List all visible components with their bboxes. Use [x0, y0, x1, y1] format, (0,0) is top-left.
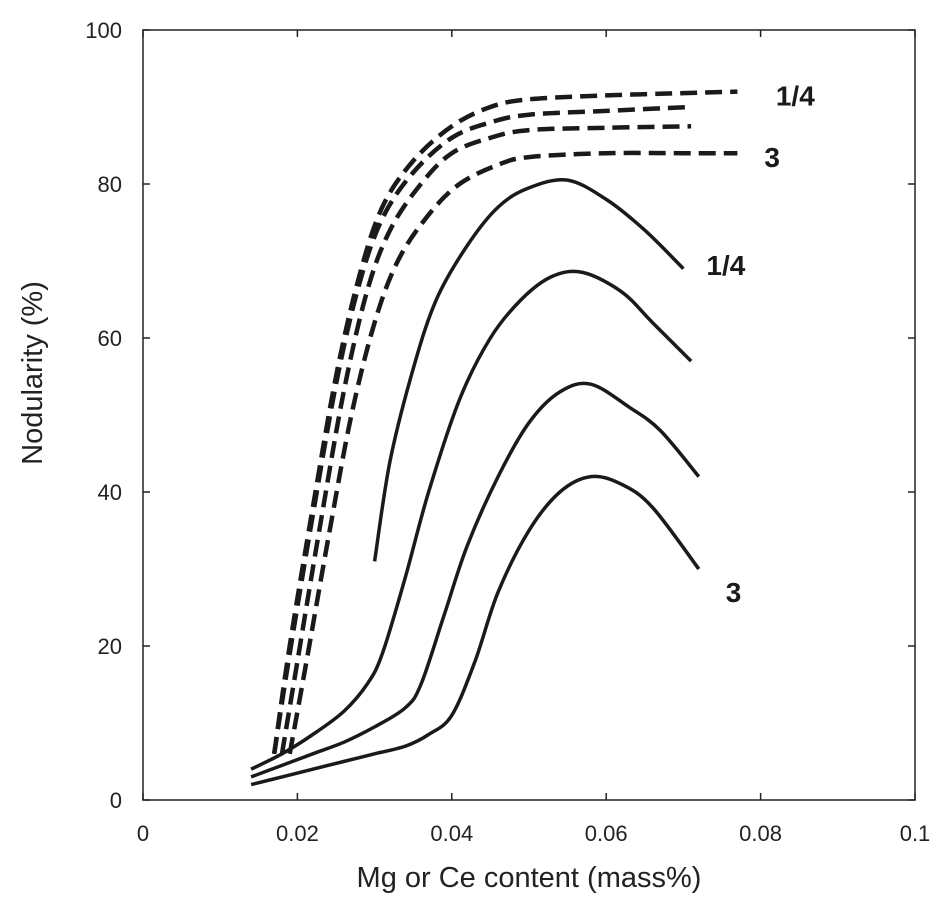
solid-series-line-7	[250, 381, 701, 779]
solid-series-line-8	[250, 474, 701, 787]
dashed-series-line-4	[287, 150, 738, 755]
x-tick-label: 0.08	[739, 821, 782, 846]
x-tick-label: 0	[137, 821, 149, 846]
solid-series-line-5	[372, 177, 685, 562]
y-tick-label: 20	[98, 634, 122, 659]
y-tick-label: 0	[110, 788, 122, 813]
curve-annotation: 3	[764, 142, 780, 173]
series-layer	[250, 89, 738, 787]
ticks-layer: 0 0.02 0.04 0.06 0.08 0.1 0 20 40 60 80 100	[85, 18, 930, 846]
y-tick-label: 40	[98, 480, 122, 505]
x-tick-label: 0.1	[900, 821, 931, 846]
curve-annotation: 1/4	[776, 80, 815, 111]
y-axis-title: Nodularity (%)	[17, 281, 49, 465]
dashed-series-line-3	[279, 124, 692, 755]
y-tick-label: 60	[98, 326, 122, 351]
plot-frame	[142, 29, 916, 801]
solid-series-line-6	[250, 269, 693, 771]
y-tick-label: 80	[98, 172, 122, 197]
annotation-layer: 1/4 3 1/4 3	[706, 80, 815, 608]
y-tick-label: 100	[85, 18, 122, 43]
x-tick-label: 0.02	[276, 821, 319, 846]
x-axis-title: Mg or Ce content (mass%)	[357, 862, 702, 894]
curve-annotation: 3	[726, 577, 742, 608]
curve-annotation: 1/4	[706, 250, 745, 281]
x-tick-label: 0.06	[585, 821, 628, 846]
dashed-series-line-2	[271, 104, 692, 755]
x-tick-label: 0.04	[430, 821, 473, 846]
